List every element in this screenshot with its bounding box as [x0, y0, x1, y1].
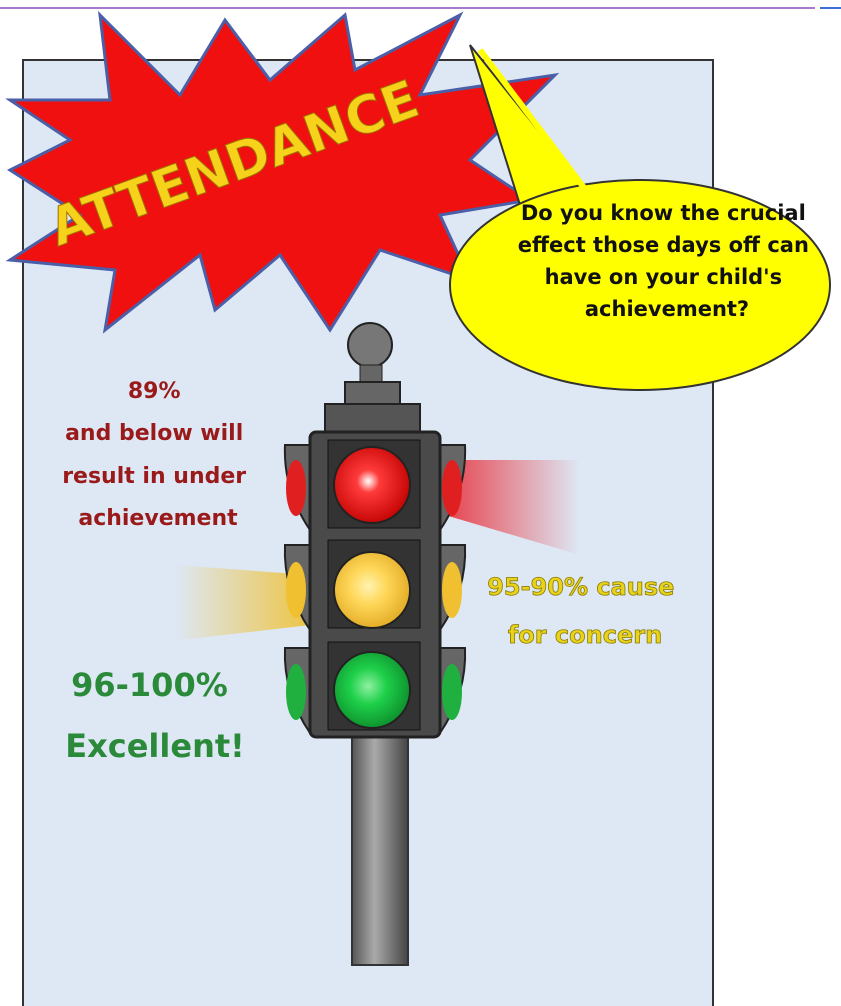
poster: ATTENDANCE Do you know the crucial effec… — [0, 0, 841, 1006]
red-note-line: result in under — [62, 464, 246, 489]
red-note-line: and below will — [65, 421, 243, 446]
green-light — [334, 652, 410, 728]
bubble-line: have on your child's — [545, 265, 783, 289]
finial-neck — [360, 365, 382, 383]
bubble-line: achievement? — [585, 297, 749, 321]
red-light — [334, 447, 410, 523]
cap — [345, 382, 400, 404]
bubble-line: Do you know the crucial — [521, 201, 806, 225]
amber-note-line: 95-90% cause — [487, 573, 674, 601]
amber-note-line: for concern — [508, 621, 662, 649]
green-note-line: Excellent! — [65, 727, 244, 765]
finial — [348, 323, 392, 367]
green-note-line: 96-100% — [71, 666, 228, 704]
pole — [352, 720, 408, 965]
bubble-line: effect those days off can — [518, 233, 809, 257]
cap-base — [325, 404, 420, 432]
amber-light — [334, 552, 410, 628]
red-note-line: achievement — [78, 506, 238, 531]
red-note-line: 89% — [128, 379, 181, 404]
